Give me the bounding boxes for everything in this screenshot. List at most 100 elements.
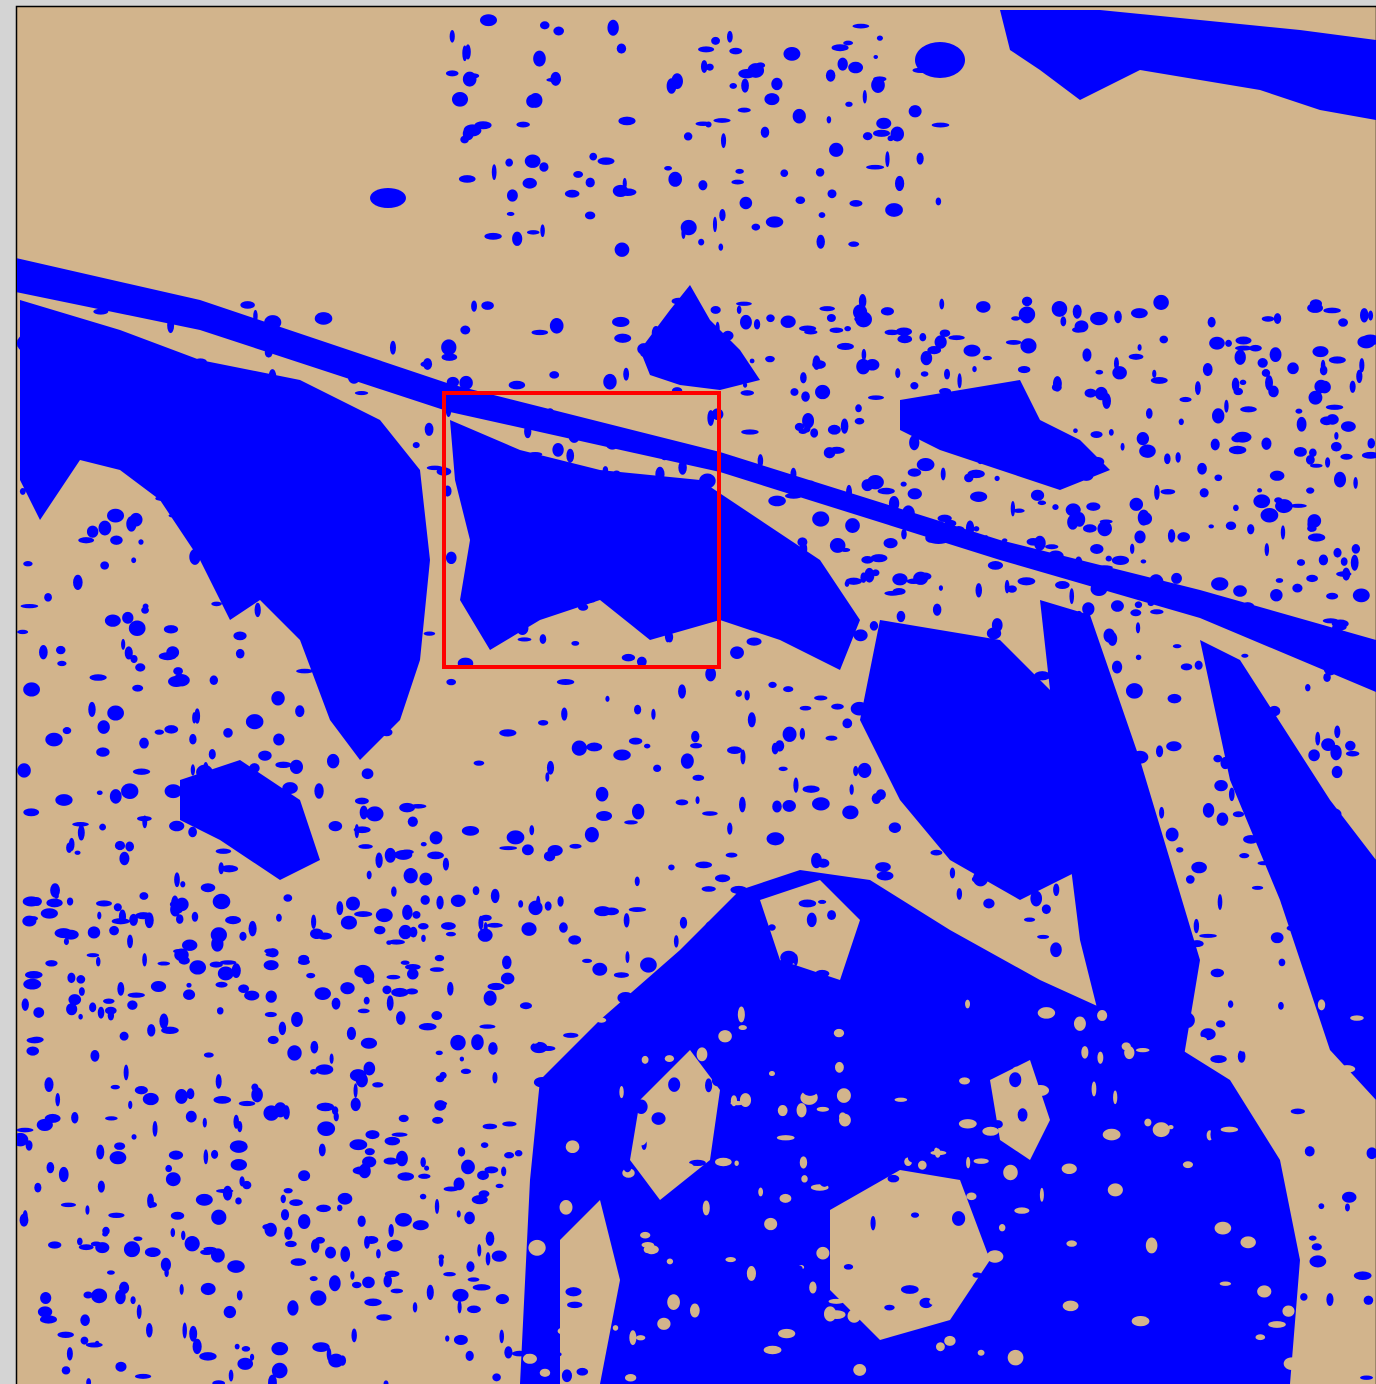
water-speck [925, 532, 937, 543]
water-speck [946, 430, 953, 446]
water-speck [916, 152, 924, 165]
water-speck [793, 777, 799, 793]
water-speck [352, 1166, 371, 1175]
water-speck [827, 424, 841, 435]
water-speck [910, 382, 919, 390]
water-speck [80, 1314, 90, 1326]
water-speck [617, 991, 634, 1004]
water-speck [1326, 1293, 1334, 1307]
water-speck [987, 864, 1003, 878]
water-speck [46, 898, 63, 908]
water-speck [1323, 807, 1342, 821]
water-speck [994, 399, 1002, 408]
water-speck [326, 753, 340, 769]
water-speck [235, 1197, 242, 1205]
water-speck [922, 668, 934, 678]
water-speck [340, 915, 357, 930]
water-speck [1153, 294, 1169, 310]
water-speck [671, 297, 686, 305]
water-speck [870, 554, 888, 563]
water-speck [847, 1309, 861, 1323]
water-speck [536, 1171, 547, 1186]
water-speck [384, 1136, 401, 1146]
water-speck [506, 189, 518, 202]
water-speck [186, 982, 192, 988]
water-speck [1293, 446, 1307, 457]
water-speck [544, 901, 552, 911]
water-speck [121, 783, 139, 800]
water-speck [1228, 445, 1247, 455]
water-speck [963, 1098, 980, 1103]
water-speck [783, 1114, 791, 1130]
water-speck [19, 488, 26, 495]
water-speck [314, 1236, 325, 1244]
water-speck [1243, 834, 1259, 844]
water-speck [480, 914, 492, 922]
water-speck [212, 1380, 226, 1384]
water-speck [237, 1357, 254, 1370]
water-speck [418, 1173, 431, 1179]
water-speck [17, 335, 32, 352]
water-speck [1264, 840, 1274, 856]
water-speck [764, 93, 780, 106]
water-speck [533, 50, 546, 67]
water-speck [1013, 508, 1025, 513]
water-speck [139, 892, 149, 900]
water-speck [88, 701, 96, 717]
water-speck [1089, 456, 1105, 467]
water-speck [1082, 348, 1092, 362]
water-speck [366, 806, 384, 822]
water-speck [1368, 310, 1374, 321]
water-speck [672, 478, 677, 487]
water-speck [251, 379, 262, 393]
water-speck [906, 1232, 918, 1248]
water-speck [473, 760, 485, 766]
water-speck [1308, 1235, 1317, 1241]
water-speck [471, 300, 477, 312]
water-speck [251, 828, 260, 840]
water-speck [566, 448, 575, 463]
water-speck [1343, 1318, 1357, 1332]
water-speck [193, 358, 207, 366]
water-speck [885, 151, 890, 168]
water-speck [624, 820, 638, 825]
water-speck [595, 786, 609, 802]
water-speck [172, 908, 183, 914]
water-speck [822, 587, 834, 597]
water-speck [1009, 1072, 1022, 1088]
water-speck [230, 1158, 247, 1171]
water-speck [744, 690, 750, 701]
water-speck [466, 1261, 475, 1272]
water-speck [849, 784, 854, 795]
water-speck [561, 1369, 573, 1383]
water-speck [386, 974, 401, 980]
water-speck [740, 390, 754, 396]
water-speck [566, 1247, 577, 1253]
water-speck [23, 978, 42, 990]
water-speck [1246, 618, 1252, 631]
water-speck [1246, 720, 1251, 733]
water-speck [78, 1013, 83, 1020]
water-speck [909, 434, 920, 451]
water-speck [1081, 825, 1097, 830]
water-speck [1317, 999, 1326, 1011]
water-speck [222, 548, 241, 563]
water-speck [398, 924, 412, 940]
water-speck [426, 465, 443, 471]
water-speck [763, 1345, 782, 1355]
water-layer [17, 10, 1376, 1384]
water-speck [383, 1158, 391, 1164]
water-speck [340, 982, 355, 995]
water-speck [740, 749, 746, 765]
water-speck [747, 712, 756, 728]
water-speck [74, 850, 81, 855]
water-speck [664, 1055, 675, 1063]
water-speck [105, 1006, 117, 1015]
water-speck [450, 894, 466, 907]
water-speck [876, 117, 892, 130]
water-speck [103, 338, 118, 343]
water-speck [412, 441, 420, 449]
water-speck [314, 987, 331, 1001]
water-speck [740, 582, 753, 593]
water-speck [785, 492, 803, 499]
